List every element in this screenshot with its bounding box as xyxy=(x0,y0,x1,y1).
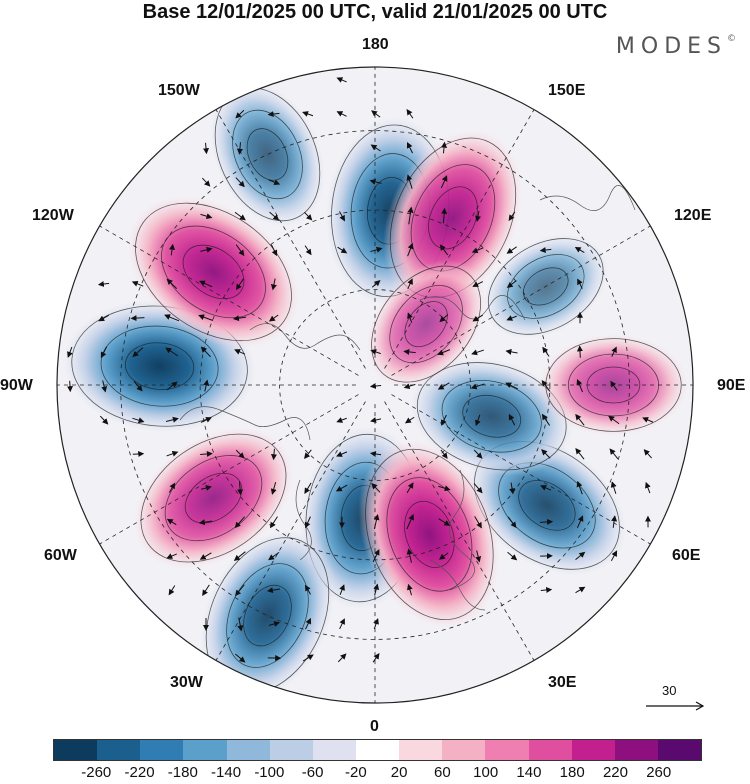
colorbar-tick-label: -20 xyxy=(345,764,367,781)
vector-scale: 30 xyxy=(640,683,710,713)
colorbar-tick-label: 140 xyxy=(516,764,541,781)
colorbar-tick-label: 180 xyxy=(560,764,585,781)
colorbar-tick-label: 100 xyxy=(473,764,498,781)
colorbar-cell xyxy=(227,740,270,760)
colorbar-cell xyxy=(183,740,226,760)
lon-label-90e: 90E xyxy=(717,377,745,395)
colorbar-cell xyxy=(658,740,701,760)
colorbar-tick-label: 220 xyxy=(603,764,628,781)
lon-label-30w: 30W xyxy=(170,674,203,692)
lon-label-30e: 30E xyxy=(548,674,576,692)
colorbar-cell xyxy=(140,740,183,760)
colorbar-cell xyxy=(442,740,485,760)
colorbar-cell xyxy=(529,740,572,760)
colorbar xyxy=(53,739,702,761)
lon-label-60e: 60E xyxy=(672,547,700,565)
colorbar-tick-label: -180 xyxy=(168,764,198,781)
lon-label-180: 180 xyxy=(362,36,389,54)
colorbar-ticks: -260 -220 -180 -140 -100 -60 -20 20 60 100 140 180 2… xyxy=(0,764,750,784)
colorbar-tick-label: -260 xyxy=(81,764,111,781)
lon-label-150e: 150E xyxy=(548,82,585,100)
colorbar-cell xyxy=(313,740,356,760)
vector-scale-arrow xyxy=(640,683,710,713)
colorbar-tick-label: 20 xyxy=(391,764,408,781)
polar-anomaly-map xyxy=(0,0,750,740)
lon-label-0: 0 xyxy=(370,718,379,736)
colorbar-cell xyxy=(615,740,658,760)
colorbar-cell xyxy=(97,740,140,760)
colorbar-tick-label: -100 xyxy=(254,764,284,781)
wind-vector-arrow xyxy=(580,346,581,357)
colorbar-cell xyxy=(270,740,313,760)
colorbar-cell xyxy=(485,740,528,760)
colorbar-tick-label: -220 xyxy=(125,764,155,781)
lon-label-60w: 60W xyxy=(44,547,77,565)
colorbar-tick-label: -60 xyxy=(302,764,324,781)
wind-vector-arrow xyxy=(70,381,71,391)
colorbar-cell xyxy=(356,740,399,760)
colorbar-cell xyxy=(54,740,97,760)
lon-label-150w: 150W xyxy=(158,82,200,100)
colorbar-cell xyxy=(399,740,442,760)
lon-label-120w: 120W xyxy=(32,207,74,225)
colorbar-tick-label: -140 xyxy=(211,764,241,781)
colorbar-cell xyxy=(572,740,615,760)
colorbar-tick-label: 260 xyxy=(646,764,671,781)
colorbar-tick-label: 60 xyxy=(434,764,451,781)
lon-label-90w: 90W xyxy=(0,377,33,395)
wind-vector-arrow xyxy=(133,454,143,455)
lon-label-120e: 120E xyxy=(674,207,711,225)
